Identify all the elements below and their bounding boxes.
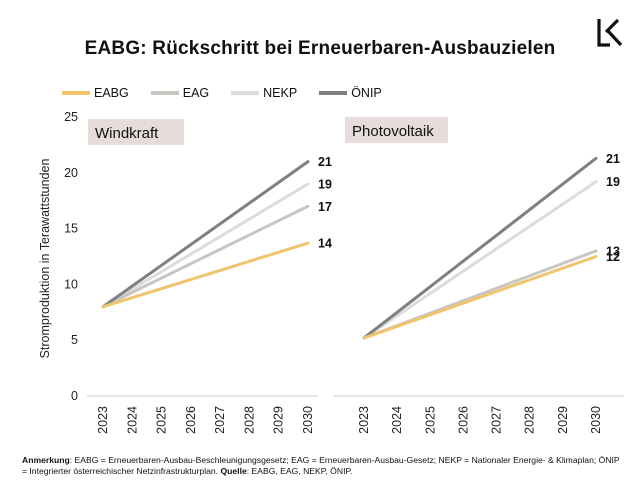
footnote-source-label: Quelle (220, 466, 247, 476)
data-label: 13 (606, 244, 620, 258)
panel-label-box (345, 117, 448, 143)
data-label: 19 (606, 175, 620, 189)
y-tick-label: 10 (64, 277, 78, 291)
series-line-önip (101, 160, 310, 309)
legend-label: NEKP (263, 86, 298, 100)
legend-swatch-eabg (62, 91, 90, 95)
data-label: 21 (606, 152, 620, 166)
x-tick-label: 2030 (301, 406, 315, 434)
legend-item-onip: ÖNIP (319, 86, 382, 100)
panel-label-box (88, 119, 184, 145)
panel-title: Windkraft (95, 125, 159, 142)
chart-title: EABG: Rückschritt bei Erneuerbaren-Ausba… (84, 38, 556, 59)
x-tick-label: 2029 (272, 406, 286, 434)
data-label: 21 (318, 155, 332, 169)
footnote-source-text: : EABG, EAG, NEKP, ÖNIP. (246, 466, 353, 476)
x-tick-label: 2025 (423, 406, 437, 434)
legend-label: EABG (94, 86, 129, 100)
series-line-eabg (362, 255, 598, 340)
x-tick-label: 2028 (242, 406, 256, 434)
x-tick-label: 2026 (184, 406, 198, 434)
y-tick-label: 25 (64, 110, 78, 124)
x-tick-label: 2023 (96, 406, 110, 434)
y-tick-label: 15 (64, 222, 78, 236)
legend-label: EAG (182, 86, 210, 100)
data-label: 17 (318, 200, 332, 214)
x-tick-label: 2026 (456, 406, 470, 434)
x-tick-label: 2025 (155, 406, 169, 434)
legend-item-eag: EAG (150, 86, 210, 100)
legend-label: ÖNIP (351, 86, 382, 100)
footnote-note-label: Anmerkung (22, 455, 70, 465)
data-label: 14 (318, 237, 332, 251)
series-line-önip (362, 156, 598, 340)
legend-swatch-onip (319, 91, 348, 95)
panel-title: Photovoltaik (352, 123, 434, 140)
footnote-note-text: : EABG = Erneuerbaren-Ausbau-Beschleunig… (22, 455, 620, 476)
x-tick-label: 2028 (523, 406, 537, 434)
x-tick-label: 2023 (357, 406, 371, 434)
legend-item-nekp: NEKP (231, 86, 297, 100)
y-tick-label: 20 (64, 166, 78, 180)
series-line-nekp (101, 182, 310, 309)
y-tick-label: 0 (71, 389, 78, 403)
y-axis-label: Stromproduktion in Terawattstunden (38, 159, 52, 359)
y-tick-label: 5 (71, 333, 78, 347)
legend-swatch-eag (150, 91, 179, 95)
legend-swatch-nekp (231, 91, 260, 95)
legend: EABG EAG NEKP ÖNIP (62, 86, 404, 100)
x-tick-label: 2027 (490, 406, 504, 434)
k-logo-icon (597, 18, 623, 47)
data-label: 12 (606, 250, 620, 264)
series-line-eag (101, 204, 310, 309)
x-tick-label: 2024 (390, 406, 404, 434)
x-tick-label: 2024 (125, 406, 139, 434)
x-tick-label: 2029 (556, 406, 570, 434)
x-tick-label: 2027 (213, 406, 227, 434)
series-line-eabg (101, 241, 310, 309)
data-label: 19 (318, 177, 332, 191)
footnote: Anmerkung: EABG = Erneuerbaren-Ausbau-Be… (22, 455, 622, 477)
x-tick-label: 2030 (589, 406, 603, 434)
series-line-nekp (362, 180, 598, 340)
legend-item-eabg: EABG (62, 86, 129, 100)
